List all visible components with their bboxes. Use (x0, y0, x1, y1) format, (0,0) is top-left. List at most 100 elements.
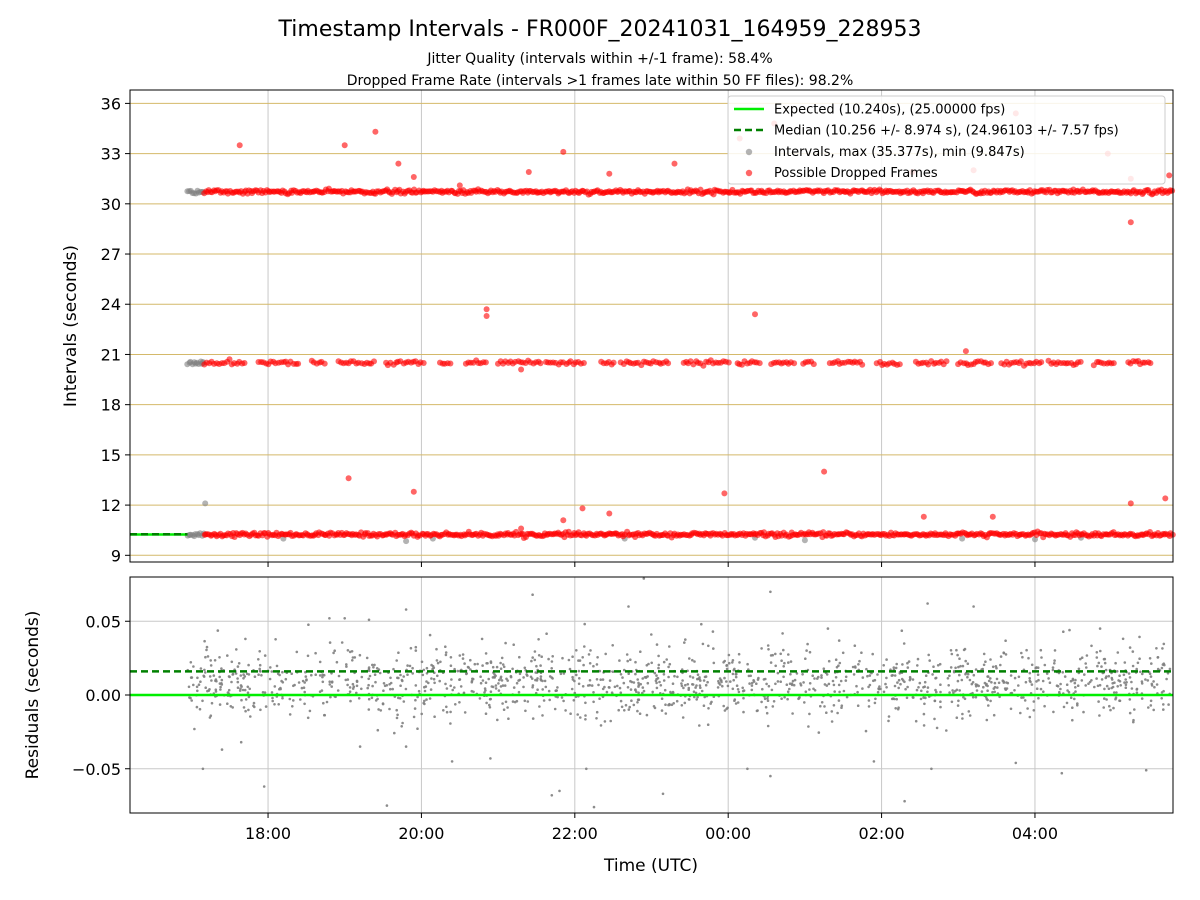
legend-median-label: Median (10.256 +/- 8.974 s), (24.96103 +… (774, 124, 1119, 139)
residual-point (765, 682, 768, 686)
residual-point (987, 679, 991, 683)
residual-point (975, 689, 979, 692)
residual-point (906, 685, 909, 689)
residual-point (668, 702, 671, 706)
residual-point (378, 671, 382, 675)
residual-point (961, 717, 964, 720)
residual-point (392, 667, 395, 671)
residual-point (729, 680, 732, 683)
residual-point (760, 647, 763, 650)
residual-point (1121, 637, 1125, 641)
residual-point (509, 675, 513, 679)
residual-point (497, 682, 500, 685)
residual-point (1153, 685, 1156, 689)
residual-point (816, 677, 819, 680)
residual-point (511, 700, 515, 703)
residual-point (575, 649, 578, 652)
residual-point (190, 676, 194, 679)
residual-point (422, 668, 426, 672)
residual-point (874, 697, 877, 701)
residual-point (240, 698, 243, 702)
residual-point (627, 672, 630, 675)
residual-point (781, 632, 784, 635)
residual-point (556, 686, 559, 689)
legend-expected-label: Expected (10.240s), (25.00000 fps) (774, 103, 1005, 118)
residual-point (611, 644, 614, 647)
residual-point (651, 690, 654, 694)
dropped-frame-point (989, 513, 996, 520)
residual-point (939, 700, 942, 703)
residual-point (1030, 663, 1034, 667)
residual-point (303, 681, 307, 684)
residual-point (808, 712, 811, 716)
residual-point (820, 676, 823, 679)
residual-point (667, 675, 670, 679)
residual-point (335, 660, 339, 664)
residual-point (1146, 679, 1150, 682)
residual-point (1110, 676, 1114, 680)
residual-point (522, 685, 525, 689)
dropped-frame-point (1017, 358, 1024, 365)
residual-point (489, 690, 493, 693)
residual-point (1090, 644, 1093, 648)
residual-point (603, 720, 607, 723)
residual-point (562, 672, 566, 675)
residual-point (802, 681, 805, 684)
residual-point (652, 705, 656, 708)
residual-point (531, 593, 534, 596)
residual-point (954, 689, 957, 693)
residual-point (663, 688, 667, 692)
residual-point (634, 672, 637, 676)
residual-point (668, 662, 672, 666)
residual-point (517, 679, 520, 682)
residual-point (333, 649, 337, 652)
residual-point (831, 679, 835, 683)
residuals-points (186, 577, 1172, 809)
residual-point (669, 690, 672, 694)
residual-point (435, 659, 439, 662)
residual-point (683, 641, 686, 644)
residual-point (641, 677, 644, 680)
residual-point (647, 662, 650, 666)
residual-point (750, 681, 754, 685)
residual-point (707, 707, 710, 710)
residual-point (247, 663, 250, 667)
residual-point (1060, 771, 1064, 775)
residual-point (1128, 711, 1132, 715)
residual-point (346, 683, 349, 687)
residual-point (349, 699, 352, 703)
residual-point (752, 679, 755, 682)
residual-point (1022, 696, 1025, 699)
residual-point (271, 699, 275, 703)
residual-point (1155, 647, 1158, 650)
residual-point (504, 641, 507, 645)
residual-point (949, 666, 953, 669)
residual-point (993, 690, 996, 694)
residual-point (613, 685, 617, 689)
residual-point (878, 685, 881, 688)
residual-point (876, 690, 880, 694)
residual-point (1071, 706, 1074, 709)
residual-point (525, 673, 528, 676)
residual-point (249, 715, 252, 718)
residual-point (485, 662, 488, 665)
residual-point (1014, 761, 1018, 765)
residual-point (592, 805, 596, 809)
residual-point (425, 698, 428, 701)
residual-point (572, 699, 576, 702)
residual-point (1132, 718, 1135, 722)
residual-point (1149, 704, 1153, 707)
residual-point (1005, 681, 1008, 684)
residual-point (746, 662, 749, 666)
residual-point (351, 659, 354, 662)
residual-point (787, 653, 790, 656)
residual-point (322, 673, 326, 677)
residual-point (218, 675, 221, 679)
residual-point (918, 681, 922, 685)
residual-point (597, 683, 600, 687)
residual-point (494, 687, 498, 690)
residual-point (416, 695, 419, 699)
residual-point (949, 649, 953, 652)
residual-point (227, 675, 231, 678)
residual-point (625, 653, 629, 656)
